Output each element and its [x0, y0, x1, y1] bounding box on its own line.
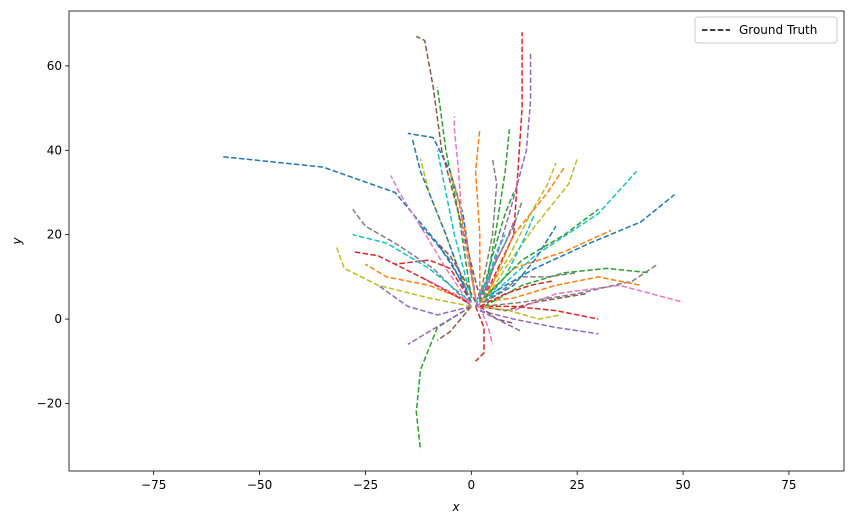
legend-box	[694, 16, 838, 44]
y-tick-label: −20	[37, 396, 62, 410]
trajectory-line-39	[352, 233, 472, 303]
trajectory-line-27	[479, 158, 498, 299]
y-axis-label: y	[10, 237, 24, 246]
trajectory-line-37	[475, 271, 578, 308]
trajectory-line-48	[483, 305, 561, 320]
trajectory-lines	[221, 32, 684, 450]
trajectory-line-3	[395, 259, 472, 303]
x-tick-label: −25	[353, 478, 378, 492]
trajectory-line-34	[479, 309, 599, 335]
trajectory-line-42	[479, 192, 515, 303]
trajectory-line-8	[483, 158, 578, 303]
trajectory-line-43	[479, 280, 552, 308]
trajectory-line-4	[377, 284, 472, 316]
trajectory-line-13	[474, 306, 485, 362]
trajectory-line-31	[479, 276, 641, 303]
y-tick-label: 20	[47, 228, 62, 242]
trajectory-line-41	[449, 171, 477, 303]
y-axis-ticks: −20 0 20 40 60	[37, 59, 69, 410]
trajectory-line-52	[483, 208, 599, 299]
trajectory-line-7	[483, 263, 659, 308]
trajectory-line-47	[479, 200, 523, 303]
x-axis-ticks: −75 −50 −25 0 25 50 75	[141, 471, 797, 492]
plot-frame	[68, 10, 845, 472]
x-tick-label: −75	[141, 478, 166, 492]
trajectory-line-30	[483, 225, 557, 303]
x-tick-label: 0	[468, 478, 476, 492]
trajectory-line-49	[474, 234, 506, 303]
x-axis-label: x	[451, 500, 460, 514]
trajectory-line-0	[221, 155, 468, 290]
trajectory-line-33	[479, 305, 599, 320]
trajectory-line-15	[436, 305, 472, 341]
x-tick-label: −50	[247, 478, 272, 492]
trajectory-line-46	[420, 276, 472, 303]
x-tick-label: 25	[570, 478, 585, 492]
x-tick-label: 50	[675, 478, 690, 492]
y-tick-label: 60	[47, 59, 62, 73]
trajectory-line-40	[419, 225, 472, 303]
trajectory-line-1	[365, 263, 472, 303]
trajectory-line-51	[487, 166, 566, 295]
trajectory-line-54	[479, 309, 523, 333]
trajectory-line-36	[479, 306, 494, 345]
trajectory-line-19	[436, 150, 473, 299]
trajectory-line-20	[407, 132, 477, 299]
trajectory-line-38	[335, 244, 472, 308]
trajectory-line-21	[474, 129, 481, 303]
trajectory-line-23	[483, 32, 523, 299]
trajectory-line-29	[483, 213, 536, 303]
trajectory-line-50	[411, 137, 468, 295]
trajectory-line-26	[453, 116, 477, 299]
y-tick-label: 0	[54, 312, 62, 326]
x-tick-label: 75	[781, 478, 796, 492]
trajectory-line-2	[436, 86, 473, 299]
trajectory-line-10	[483, 194, 676, 299]
trajectory-line-53	[352, 250, 468, 303]
trajectory-line-14	[407, 305, 472, 346]
y-tick-label: 40	[47, 143, 62, 157]
legend-label: Ground Truth	[739, 23, 817, 37]
trajectory-line-45	[436, 242, 477, 303]
legend: Ground Truth	[694, 16, 838, 44]
trajectory-line-9	[483, 170, 638, 303]
